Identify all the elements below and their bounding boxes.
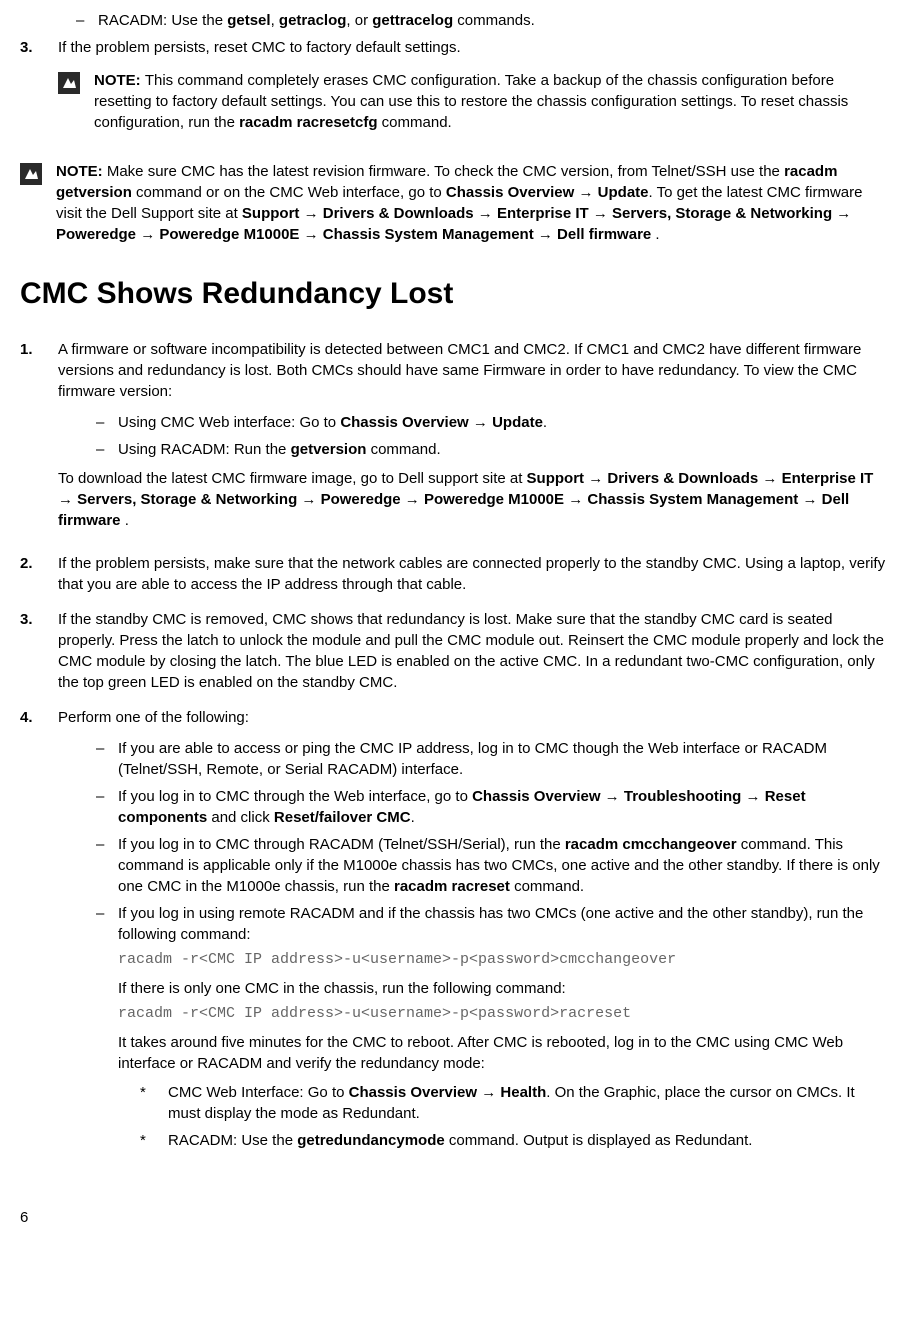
step-3: 3. If the problem persists, reset CMC to… (20, 37, 888, 147)
text: RACADM: Use the (98, 12, 227, 29)
redundancy-steps: 1. A firmware or software incompatibilit… (20, 339, 888, 1157)
note-icon (58, 72, 80, 94)
note-label: NOTE: (56, 163, 107, 180)
step-4: 4. Perform one of the following: If you … (20, 707, 888, 1157)
section-heading: CMC Shows Redundancy Lost (20, 273, 888, 315)
note-text: NOTE: This command completely erases CMC… (94, 70, 888, 133)
step-text: If the standby CMC is removed, CMC shows… (58, 609, 888, 693)
firmware-view-list: Using CMC Web interface: Go to Chassis O… (58, 412, 888, 460)
step-1: 1. A firmware or software incompatibilit… (20, 339, 888, 539)
step-text: Perform one of the following: (58, 707, 888, 728)
list-item: If you log in to CMC through RACADM (Tel… (96, 834, 888, 897)
step-number: 3. (20, 609, 58, 693)
step-number: 4. (20, 707, 58, 1157)
download-path-text: To download the latest CMC firmware imag… (58, 468, 888, 531)
note-text: NOTE: Make sure CMC has the latest revis… (56, 161, 888, 245)
cmd-gettracelog: gettracelog (372, 12, 453, 29)
list-item: If you log in to CMC through the Web int… (96, 786, 888, 828)
page-number: 6 (20, 1207, 888, 1228)
code-cmcchangeover: racadm -r<CMC IP address>-u<username>-p<… (118, 949, 888, 970)
list-item: RACADM: Use the getredundancymode comman… (140, 1130, 888, 1151)
cmd-getsel: getsel (227, 12, 270, 29)
list-item: Using CMC Web interface: Go to Chassis O… (96, 412, 888, 433)
note-icon (20, 163, 42, 185)
code-racreset: racadm -r<CMC IP address>-u<username>-p<… (118, 1003, 888, 1024)
racadm-commands-list: RACADM: Use the getsel, getraclog, or ge… (20, 10, 888, 31)
list-item: If you log in using remote RACADM and if… (96, 903, 888, 1151)
note-box: NOTE: Make sure CMC has the latest revis… (20, 161, 888, 245)
step-2: 2. If the problem persists, make sure th… (20, 553, 888, 595)
step-number: 1. (20, 339, 58, 539)
step-3: 3. If the standby CMC is removed, CMC sh… (20, 609, 888, 693)
cmd-getraclog: getraclog (279, 12, 347, 29)
step-text: A firmware or software incompatibility i… (58, 339, 888, 402)
step-number: 3. (20, 37, 58, 147)
note-box: NOTE: This command completely erases CMC… (58, 70, 888, 133)
step-text: If the problem persists, make sure that … (58, 553, 888, 595)
step-text: If the problem persists, reset CMC to fa… (58, 39, 461, 56)
top-steps: 3. If the problem persists, reset CMC to… (20, 37, 888, 147)
cmd-racresetcfg: racadm racresetcfg (239, 114, 377, 131)
list-item: Using RACADM: Run the getversion command… (96, 439, 888, 460)
verify-list: CMC Web Interface: Go to Chassis Overvie… (118, 1082, 888, 1151)
list-item: CMC Web Interface: Go to Chassis Overvie… (140, 1082, 888, 1124)
list-item: If you are able to access or ping the CM… (96, 738, 888, 780)
step-number: 2. (20, 553, 58, 595)
list-item: RACADM: Use the getsel, getraclog, or ge… (76, 10, 888, 31)
note-label: NOTE: (94, 72, 145, 89)
perform-list: If you are able to access or ping the CM… (58, 738, 888, 1151)
